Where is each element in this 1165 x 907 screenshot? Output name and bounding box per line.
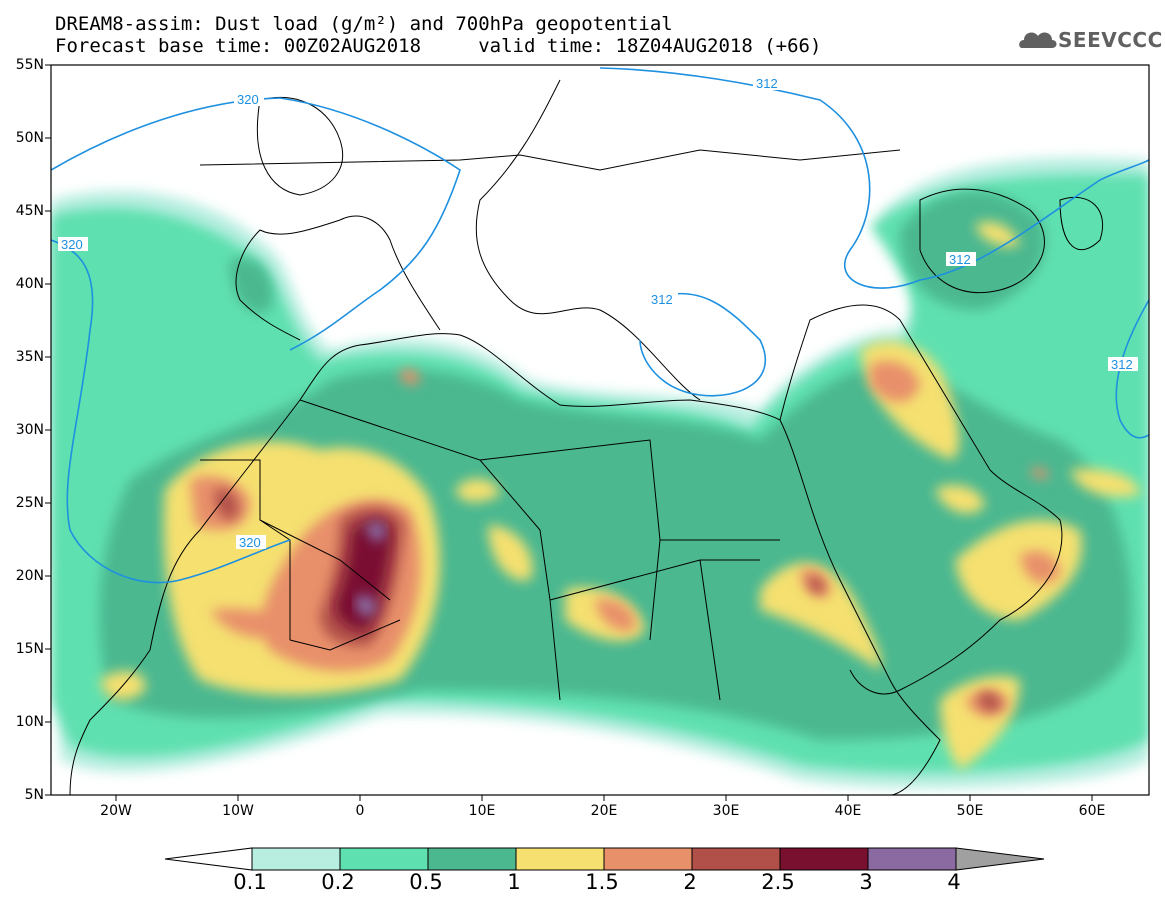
colorbar-label: 0.2 <box>321 870 355 894</box>
colorbar-bin <box>603 847 693 871</box>
lon-label: 30E <box>712 803 740 819</box>
colorbar-arrow-high <box>955 847 1045 871</box>
lon-label: 20W <box>100 803 132 819</box>
colorbar-arrow-low <box>164 847 253 871</box>
lon-label: 20E <box>590 803 618 819</box>
colorbar-label: 4 <box>947 870 961 894</box>
contour-label: 320 <box>237 92 259 107</box>
colorbar-bin <box>427 847 517 871</box>
colorbar-bin <box>251 847 341 871</box>
lat-label: 5N <box>24 787 44 803</box>
lat-label: 35N <box>15 349 44 365</box>
lon-label: 10E <box>468 803 496 819</box>
colorbar-bin <box>515 847 605 871</box>
dust-contour-3 <box>335 519 392 631</box>
dust-contour-4 <box>355 521 387 617</box>
lat-label: 15N <box>15 641 44 657</box>
lat-label: 55N <box>15 57 44 73</box>
colorbar-bin <box>691 847 781 871</box>
lat-label: 45N <box>15 203 44 219</box>
contour-label: 312 <box>756 76 778 91</box>
coastlines <box>69 79 1104 795</box>
lat-label: 25N <box>15 495 44 511</box>
contour-label: 312 <box>949 252 971 267</box>
colorbar-label: 0.1 <box>233 870 267 894</box>
lon-label: 10W <box>222 803 254 819</box>
colorbar-bin <box>339 847 429 871</box>
lat-label: 40N <box>15 276 44 292</box>
colorbar-label: 3 <box>859 870 873 894</box>
lat-label: 20N <box>15 568 44 584</box>
colorbar-label: 2 <box>683 870 697 894</box>
colorbar-label: 0.5 <box>409 870 443 894</box>
colorbar-label: 2.5 <box>761 870 795 894</box>
title-line-1: DREAM8-assim: Dust load (g/m²) and 700hP… <box>55 13 673 35</box>
colorbar-bin <box>867 847 957 871</box>
lat-label: 50N <box>15 130 44 146</box>
colorbar-label: 1.5 <box>585 870 619 894</box>
lon-label: 40E <box>834 803 862 819</box>
contour-label: 312 <box>651 292 673 307</box>
lat-label: 30N <box>15 422 44 438</box>
contour-label: 320 <box>61 237 83 252</box>
lon-label: 60E <box>1078 803 1106 819</box>
contour-label: 312 <box>1111 357 1133 372</box>
lon-label: 0 <box>355 803 365 819</box>
colorbar <box>164 847 1045 871</box>
lon-label: 50E <box>956 803 984 819</box>
contour-label: 320 <box>239 535 261 550</box>
colorbar-bin <box>779 847 869 871</box>
seevccc-logo <box>1019 32 1057 48</box>
title-line-2: Forecast base time: 00Z02AUG2018 valid t… <box>55 35 822 57</box>
colorbar-label: 1 <box>507 870 521 894</box>
lat-label: 10N <box>15 714 44 730</box>
logo-text: SEEVCCC <box>1058 28 1163 52</box>
cloud-icon <box>1019 32 1057 48</box>
